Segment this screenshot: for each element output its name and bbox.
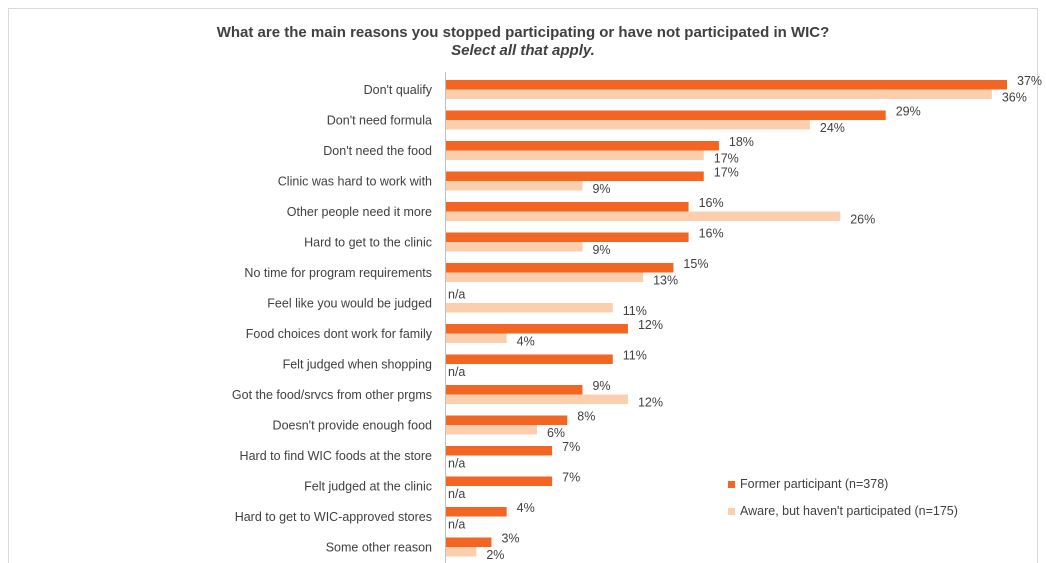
bar-former-hard-to-get-to-the-clinic xyxy=(446,232,689,242)
value-label-aware-don-t-need-formula: 24% xyxy=(820,121,845,135)
legend-label-former: Former participant (n=378) xyxy=(740,477,888,491)
bar-aware-hard-to-get-to-the-clinic xyxy=(446,242,583,252)
legend: Former participant (n=378) Aware, but hav… xyxy=(728,477,958,518)
bar-aware-don-t-need-the-food xyxy=(446,150,704,160)
legend-swatch-former xyxy=(728,481,735,488)
value-label-former-felt-judged-at-the-clinic: 7% xyxy=(562,471,580,485)
value-label-former-don-t-need-formula: 29% xyxy=(896,105,921,119)
value-label-former-hard-to-get-to-the-clinic: 16% xyxy=(699,227,724,241)
bar-aware-doesn-t-provide-enough-food xyxy=(446,425,537,435)
bar-former-other-people-need-it-more xyxy=(446,202,689,212)
value-label-aware-felt-judged-when-shopping: n/a xyxy=(448,365,465,379)
category-label-clinic-was-hard-to-work-with: Clinic was hard to work with xyxy=(278,175,432,189)
bar-former-felt-judged-when-shopping xyxy=(446,354,613,364)
category-label-other-people-need-it-more: Other people need it more xyxy=(287,205,432,219)
value-label-aware-food-choices-dont-work-for-family: 4% xyxy=(517,335,535,349)
value-label-former-other-people-need-it-more: 16% xyxy=(699,196,724,210)
bar-former-felt-judged-at-the-clinic xyxy=(446,476,553,486)
category-label-got-the-food-srvcs-from-other-prgms: Got the food/srvcs from other prgms xyxy=(232,388,432,402)
bar-former-food-choices-dont-work-for-family xyxy=(446,324,628,334)
value-label-aware-felt-judged-at-the-clinic: n/a xyxy=(448,487,465,501)
value-label-aware-some-other-reason: 2% xyxy=(486,548,504,562)
category-label-doesn-t-provide-enough-food: Doesn't provide enough food xyxy=(273,419,432,433)
bar-former-don-t-need-formula xyxy=(446,110,886,120)
value-label-aware-got-the-food-srvcs-from-other-prgms: 12% xyxy=(638,396,663,410)
category-label-feel-like-you-would-be-judged: Feel like you would be judged xyxy=(267,297,432,311)
value-label-aware-hard-to-get-to-wic-approved-stores: n/a xyxy=(448,518,465,532)
bar-aware-got-the-food-srvcs-from-other-prgms xyxy=(446,394,628,404)
bar-former-got-the-food-srvcs-from-other-prgms xyxy=(446,385,583,395)
bar-former-hard-to-get-to-wic-approved-stores xyxy=(446,507,507,517)
value-label-aware-feel-like-you-would-be-judged: 11% xyxy=(623,304,647,318)
bar-aware-don-t-qualify xyxy=(446,89,992,99)
bar-aware-don-t-need-formula xyxy=(446,120,810,130)
value-label-former-hard-to-find-wic-foods-at-the-store: 7% xyxy=(562,440,580,454)
value-label-former-doesn-t-provide-enough-food: 8% xyxy=(577,410,595,424)
value-label-former-some-other-reason: 3% xyxy=(501,532,519,546)
bar-aware-feel-like-you-would-be-judged xyxy=(446,303,613,313)
value-label-aware-doesn-t-provide-enough-food: 6% xyxy=(547,426,565,440)
category-labels: Don't qualify Don't need formula Don't nee… xyxy=(232,83,433,555)
category-label-hard-to-get-to-wic-approved-stores: Hard to get to WIC-approved stores xyxy=(235,510,432,524)
bar-former-hard-to-find-wic-foods-at-the-store xyxy=(446,446,553,456)
value-label-aware-clinic-was-hard-to-work-with: 9% xyxy=(592,182,610,196)
category-label-don-t-need-formula: Don't need formula xyxy=(327,114,432,128)
category-label-don-t-need-the-food: Don't need the food xyxy=(323,144,432,158)
bars-group xyxy=(446,80,1007,557)
value-label-former-don-t-need-the-food: 18% xyxy=(729,135,754,149)
value-label-former-feel-like-you-would-be-judged: n/a xyxy=(448,288,465,302)
value-label-aware-no-time-for-program-requirements: 13% xyxy=(653,274,678,288)
bar-former-don-t-qualify xyxy=(446,80,1007,90)
value-label-aware-other-people-need-it-more: 26% xyxy=(850,213,875,227)
value-label-former-clinic-was-hard-to-work-with: 17% xyxy=(714,166,739,180)
value-labels: 37% 36% 29% 24% 18% 17%17% 9% 16% 26% 16% 9% 15% 13%… xyxy=(448,74,1042,562)
category-label-hard-to-find-wic-foods-at-the-store: Hard to find WIC foods at the store xyxy=(240,449,432,463)
category-label-some-other-reason: Some other reason xyxy=(326,541,432,555)
category-label-food-choices-dont-work-for-family: Food choices dont work for family xyxy=(246,327,433,341)
category-label-no-time-for-program-requirements: No time for program requirements xyxy=(244,266,432,280)
bar-aware-clinic-was-hard-to-work-with xyxy=(446,181,583,191)
category-label-felt-judged-when-shopping: Felt judged when shopping xyxy=(283,358,432,372)
chart-frame xyxy=(8,8,1038,563)
bar-former-no-time-for-program-requirements xyxy=(446,263,674,273)
bar-former-clinic-was-hard-to-work-with xyxy=(446,171,704,181)
bar-former-don-t-need-the-food xyxy=(446,141,719,151)
bar-former-doesn-t-provide-enough-food xyxy=(446,415,568,425)
value-label-former-felt-judged-when-shopping: 11% xyxy=(623,349,647,363)
bar-former-some-other-reason xyxy=(446,537,492,547)
bar-aware-no-time-for-program-requirements xyxy=(446,272,644,282)
chart-subtitle: Select all that apply. xyxy=(451,42,595,59)
bar-aware-some-other-reason xyxy=(446,547,477,557)
category-label-don-t-qualify: Don't qualify xyxy=(364,83,433,97)
bar-aware-food-choices-dont-work-for-family xyxy=(446,333,507,343)
chart-title: What are the main reasons you stopped pa… xyxy=(216,24,830,41)
value-label-aware-don-t-need-the-food: 17% xyxy=(714,152,739,166)
value-label-former-food-choices-dont-work-for-family: 12% xyxy=(638,318,663,332)
value-label-former-got-the-food-srvcs-from-other-prgms: 9% xyxy=(592,379,610,393)
value-label-aware-don-t-qualify: 36% xyxy=(1002,91,1027,105)
value-label-former-no-time-for-program-requirements: 15% xyxy=(683,257,708,271)
legend-swatch-aware xyxy=(728,508,735,515)
category-label-hard-to-get-to-the-clinic: Hard to get to the clinic xyxy=(304,236,432,250)
bar-aware-other-people-need-it-more xyxy=(446,211,841,221)
legend-label-aware: Aware, but haven't participated (n=175) xyxy=(740,504,958,518)
category-label-felt-judged-at-the-clinic: Felt judged at the clinic xyxy=(304,480,432,494)
value-label-former-hard-to-get-to-wic-approved-stores: 4% xyxy=(517,501,535,515)
value-label-former-don-t-qualify: 37% xyxy=(1017,74,1042,88)
value-label-aware-hard-to-get-to-the-clinic: 9% xyxy=(592,243,610,257)
value-label-aware-hard-to-find-wic-foods-at-the-store: n/a xyxy=(448,457,465,471)
